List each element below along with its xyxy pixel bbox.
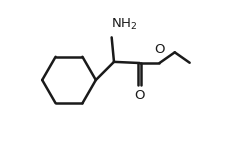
Text: O: O: [134, 89, 145, 102]
Text: O: O: [154, 43, 165, 56]
Text: NH$_2$: NH$_2$: [111, 16, 138, 32]
